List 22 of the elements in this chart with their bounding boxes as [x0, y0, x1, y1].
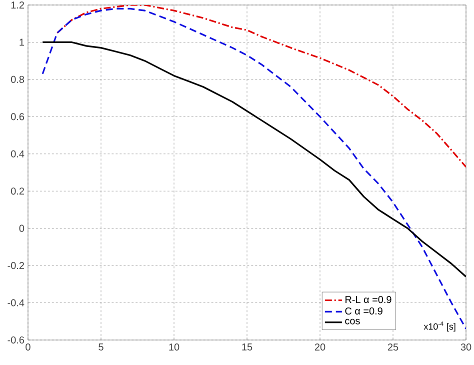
- x-tick-label: 10: [169, 344, 180, 351]
- y-tick-label: 1: [20, 38, 24, 46]
- y-tick-label: 0.8: [11, 76, 24, 83]
- line-series: [42, 8, 466, 330]
- x-tick-label: 15: [242, 344, 252, 350]
- y-tick-label: 0.2: [11, 188, 24, 195]
- y-tick-label: 0.4: [11, 150, 24, 158]
- legend-label: C α =0.9: [345, 307, 382, 315]
- x-tick-label: 0: [26, 344, 30, 351]
- x-axis-title: x10$^{-4}$ [s]: [424, 322, 456, 332]
- legend-label: cos: [345, 318, 360, 324]
- legend-label: R-L α =0.9: [346, 296, 392, 304]
- x-tick-label: 5: [98, 344, 104, 350]
- y-tick-label: -0.6: [8, 336, 24, 344]
- y-tick-label: 0: [19, 224, 24, 232]
- y-tick-label: 1.2: [11, 2, 24, 8]
- y-tick-label: -0.2: [8, 262, 24, 270]
- y-tick-label: -0.4: [8, 299, 24, 306]
- x-tick-label: 20: [314, 344, 326, 351]
- x-tick-label: 30: [460, 344, 472, 351]
- y-tick-label: 0.6: [11, 113, 24, 120]
- x-tick-label: 25: [388, 344, 398, 351]
